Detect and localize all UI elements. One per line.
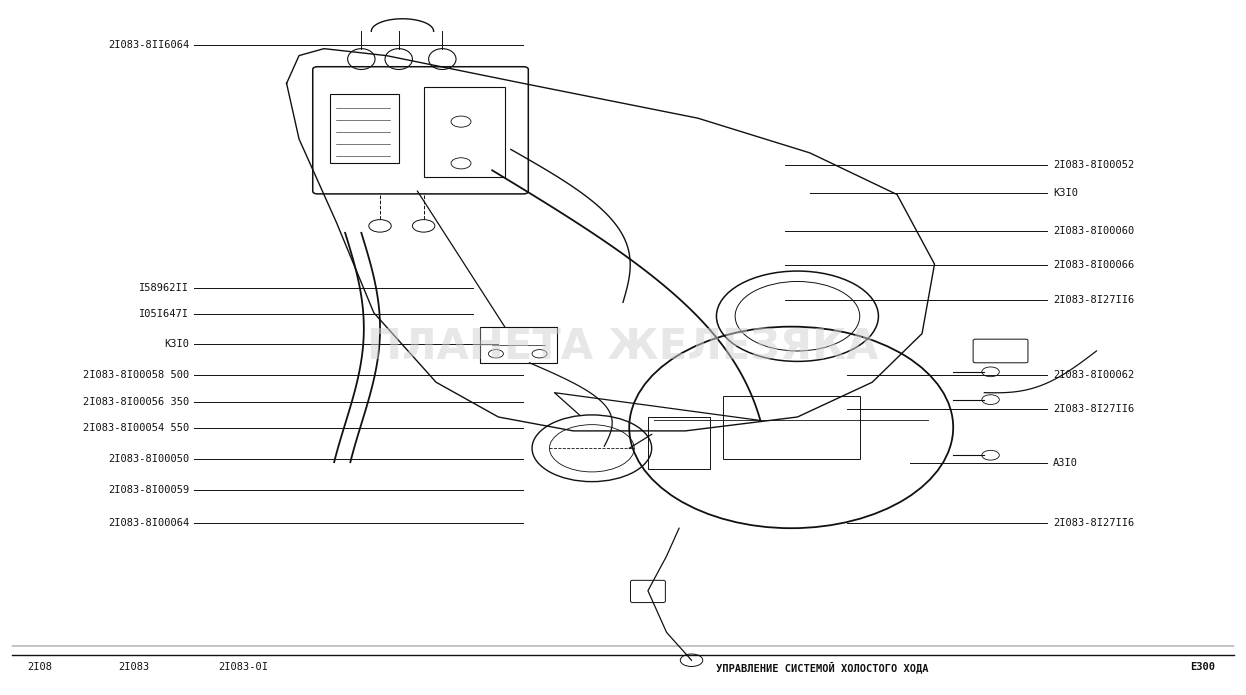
Text: Е300: Е300: [1190, 662, 1215, 672]
Bar: [480, 327, 557, 363]
Text: 2I083-8I00060: 2I083-8I00060: [1053, 226, 1134, 236]
Text: УПРАВЛЕНИЕ СИСТЕМОЙ ХОЛОСТОГО ХОДА: УПРАВЛЕНИЕ СИСТЕМОЙ ХОЛОСТОГО ХОДА: [716, 662, 930, 673]
Text: 2I083-8I27II6: 2I083-8I27II6: [1053, 518, 1134, 528]
Text: 2I083-8I27II6: 2I083-8I27II6: [1053, 295, 1134, 305]
Text: 2I083-8I00054 550: 2I083-8I00054 550: [83, 423, 189, 433]
Text: 2I083-0I: 2I083-0I: [218, 662, 268, 672]
Text: 2I083-8I00056 350: 2I083-8I00056 350: [83, 397, 189, 407]
Bar: [330, 94, 399, 163]
Text: А3I0: А3I0: [1053, 458, 1078, 468]
Text: К3I0: К3I0: [164, 339, 189, 349]
Text: 2I083-8I00058 500: 2I083-8I00058 500: [83, 370, 189, 380]
Text: I05I647I: I05I647I: [140, 309, 189, 319]
Text: 2I083: 2I083: [118, 662, 150, 672]
Text: 2I083-8I00062: 2I083-8I00062: [1053, 370, 1134, 380]
Text: К3I0: К3I0: [1053, 188, 1078, 198]
Text: 2I083-8I00050: 2I083-8I00050: [108, 454, 189, 464]
Text: I58962II: I58962II: [140, 284, 189, 293]
Bar: [723, 396, 860, 459]
Text: 2I083-8II6064: 2I083-8II6064: [108, 40, 189, 50]
Text: 2I083-8I00064: 2I083-8I00064: [108, 518, 189, 528]
Bar: [424, 87, 505, 177]
Text: 2I083-8I00066: 2I083-8I00066: [1053, 261, 1134, 270]
Text: 2I083-8I00052: 2I083-8I00052: [1053, 161, 1134, 170]
Text: 2I083-8I00059: 2I083-8I00059: [108, 485, 189, 495]
Text: 2I083-8I27II6: 2I083-8I27II6: [1053, 404, 1134, 414]
Text: ПЛАНЕТА ЖЕЛЕЗЯКА: ПЛАНЕТА ЖЕЛЕЗЯКА: [368, 327, 878, 368]
Bar: [648, 417, 710, 469]
Text: 2I08: 2I08: [27, 662, 52, 672]
